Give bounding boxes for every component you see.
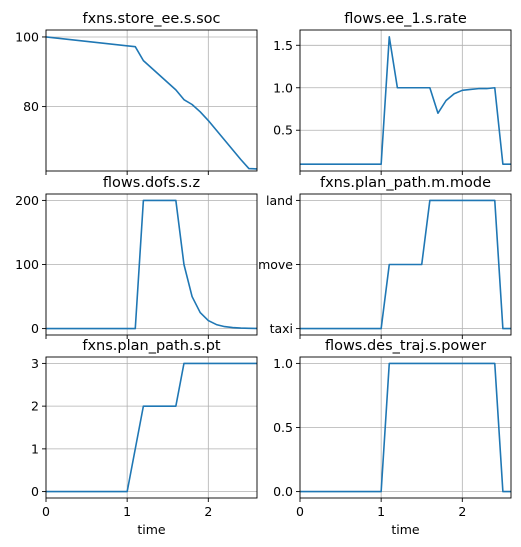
- subplot-title: fxns.plan_path.s.pt: [82, 338, 221, 354]
- series-line-1: [300, 362, 511, 493]
- y-tick-label: taxi: [270, 321, 293, 336]
- y-tick-label: 1.0: [273, 356, 293, 371]
- y-tick-label: 0.0: [273, 484, 293, 499]
- y-tick-label: 200: [15, 193, 39, 208]
- subplot-title: flows.dofs.s.z: [103, 175, 200, 191]
- subplot-4: taxi move land fxns.plan_path.m.mode: [258, 175, 512, 339]
- x-tick-label: 2: [204, 504, 212, 519]
- subplot-2: 0.5 1.0 1.5 flows.ee_1.s.rate: [273, 11, 512, 175]
- series-line-1: [300, 199, 511, 330]
- y-tick-label: 1: [31, 441, 39, 456]
- x-axis-label: time: [391, 522, 420, 537]
- y-tick-label: 100: [15, 29, 39, 44]
- x-axis-label: time: [137, 522, 166, 537]
- axes-frame: [299, 29, 512, 172]
- series-line-1: [46, 199, 258, 330]
- y-tick-label: 0.5: [273, 420, 293, 435]
- x-tick-label: 1: [123, 504, 131, 519]
- series-line-1: [46, 362, 257, 493]
- y-tick-label: land: [266, 193, 293, 208]
- axes-frame: [45, 29, 258, 172]
- y-tick-label: 0: [31, 321, 39, 336]
- y-tick-label: 80: [23, 99, 39, 114]
- subplot-title: fxns.store_ee.s.soc: [83, 11, 221, 27]
- subplot-title: flows.des_traj.s.power: [325, 338, 486, 354]
- series-line-1: [45, 36, 258, 170]
- subplot-title: flows.ee_1.s.rate: [344, 11, 467, 27]
- axes-frame: [45, 356, 258, 499]
- y-tick-label: 3: [31, 356, 39, 371]
- y-tick-label: 0.5: [273, 123, 293, 138]
- x-tick-label: 0: [296, 504, 304, 519]
- series-line-1: [300, 35, 511, 165]
- y-tick-label: 0: [31, 484, 39, 499]
- y-tick-label: 100: [15, 257, 39, 272]
- subplot-1: 80 100 fxns.store_ee.s.soc: [15, 11, 258, 175]
- subplot-3: 0 100 200 flows.dofs.s.z: [15, 175, 258, 339]
- y-tick-label: 1.5: [273, 38, 293, 53]
- y-tick-label: move: [258, 257, 293, 272]
- x-tick-label: 2: [458, 504, 466, 519]
- x-tick-label: 0: [42, 504, 50, 519]
- y-tick-label: 2: [31, 399, 39, 414]
- subplot-title: fxns.plan_path.m.mode: [320, 175, 491, 191]
- y-tick-label: 1.0: [273, 80, 293, 95]
- x-tick-label: 1: [377, 504, 385, 519]
